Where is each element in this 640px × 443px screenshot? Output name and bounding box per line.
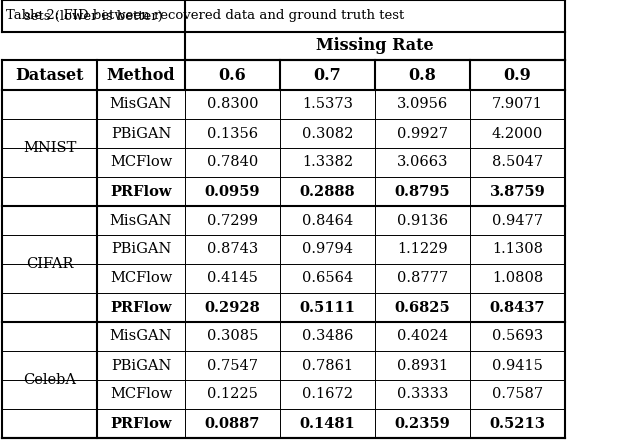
Text: 0.5213: 0.5213: [490, 416, 545, 431]
Text: 0.8777: 0.8777: [397, 272, 448, 285]
Text: sets (lower is better): sets (lower is better): [24, 9, 163, 23]
Text: MisGAN: MisGAN: [109, 214, 172, 228]
Text: 0.2888: 0.2888: [300, 184, 355, 198]
Text: Dataset: Dataset: [15, 66, 84, 83]
Text: 0.7547: 0.7547: [207, 358, 258, 373]
Text: MisGAN: MisGAN: [109, 330, 172, 343]
Text: 0.7840: 0.7840: [207, 155, 258, 170]
Text: 0.1225: 0.1225: [207, 388, 258, 401]
Text: MCFlow: MCFlow: [110, 388, 172, 401]
Text: Method: Method: [107, 66, 175, 83]
Text: 0.8743: 0.8743: [207, 242, 258, 256]
Text: 3.0956: 3.0956: [397, 97, 448, 112]
Text: PRFlow: PRFlow: [110, 184, 172, 198]
Text: 0.7: 0.7: [314, 66, 341, 83]
Text: 0.2928: 0.2928: [205, 300, 260, 315]
Text: 0.0959: 0.0959: [205, 184, 260, 198]
Text: 0.8795: 0.8795: [395, 184, 451, 198]
Text: MisGAN: MisGAN: [109, 97, 172, 112]
Text: CelebA: CelebA: [23, 373, 76, 387]
Text: 0.3082: 0.3082: [302, 127, 353, 140]
Text: 0.9: 0.9: [504, 66, 531, 83]
Text: 0.8300: 0.8300: [207, 97, 259, 112]
Text: PRFlow: PRFlow: [110, 416, 172, 431]
Text: 0.1672: 0.1672: [302, 388, 353, 401]
Text: 4.2000: 4.2000: [492, 127, 543, 140]
Text: 0.0887: 0.0887: [205, 416, 260, 431]
Text: 0.8437: 0.8437: [490, 300, 545, 315]
Text: 0.9136: 0.9136: [397, 214, 448, 228]
Text: Missing Rate: Missing Rate: [316, 38, 434, 54]
Text: MCFlow: MCFlow: [110, 155, 172, 170]
Text: 0.8464: 0.8464: [302, 214, 353, 228]
Text: 0.9415: 0.9415: [492, 358, 543, 373]
Text: 0.8931: 0.8931: [397, 358, 448, 373]
Text: 0.3333: 0.3333: [397, 388, 448, 401]
Text: MNIST: MNIST: [23, 141, 76, 155]
Text: 0.1481: 0.1481: [300, 416, 355, 431]
Text: 1.3382: 1.3382: [302, 155, 353, 170]
Text: Table 2: FID between recovered data and ground truth test: Table 2: FID between recovered data and …: [6, 9, 404, 23]
Text: 0.4024: 0.4024: [397, 330, 448, 343]
Text: 3.8759: 3.8759: [490, 184, 545, 198]
Text: 0.6564: 0.6564: [302, 272, 353, 285]
Text: PRFlow: PRFlow: [110, 300, 172, 315]
Text: 0.2359: 0.2359: [395, 416, 451, 431]
Text: 0.9477: 0.9477: [492, 214, 543, 228]
Text: 3.0663: 3.0663: [397, 155, 448, 170]
Text: 0.6825: 0.6825: [395, 300, 451, 315]
Text: 0.7861: 0.7861: [302, 358, 353, 373]
Text: 0.3486: 0.3486: [302, 330, 353, 343]
Text: 0.1356: 0.1356: [207, 127, 258, 140]
Text: 1.1308: 1.1308: [492, 242, 543, 256]
Text: 0.9927: 0.9927: [397, 127, 448, 140]
Text: 1.1229: 1.1229: [397, 242, 448, 256]
Text: 0.5693: 0.5693: [492, 330, 543, 343]
Text: 8.5047: 8.5047: [492, 155, 543, 170]
Text: 0.4145: 0.4145: [207, 272, 258, 285]
Text: PBiGAN: PBiGAN: [111, 358, 171, 373]
Text: 1.5373: 1.5373: [302, 97, 353, 112]
Text: MCFlow: MCFlow: [110, 272, 172, 285]
Text: PBiGAN: PBiGAN: [111, 127, 171, 140]
Text: 0.7299: 0.7299: [207, 214, 258, 228]
Text: 7.9071: 7.9071: [492, 97, 543, 112]
Text: 0.8: 0.8: [408, 66, 436, 83]
Text: CIFAR: CIFAR: [26, 257, 73, 271]
Text: 0.3085: 0.3085: [207, 330, 258, 343]
Text: 0.6: 0.6: [219, 66, 246, 83]
Text: PBiGAN: PBiGAN: [111, 242, 171, 256]
Text: 1.0808: 1.0808: [492, 272, 543, 285]
Text: 0.9794: 0.9794: [302, 242, 353, 256]
Text: 0.5111: 0.5111: [300, 300, 355, 315]
Text: 0.7587: 0.7587: [492, 388, 543, 401]
